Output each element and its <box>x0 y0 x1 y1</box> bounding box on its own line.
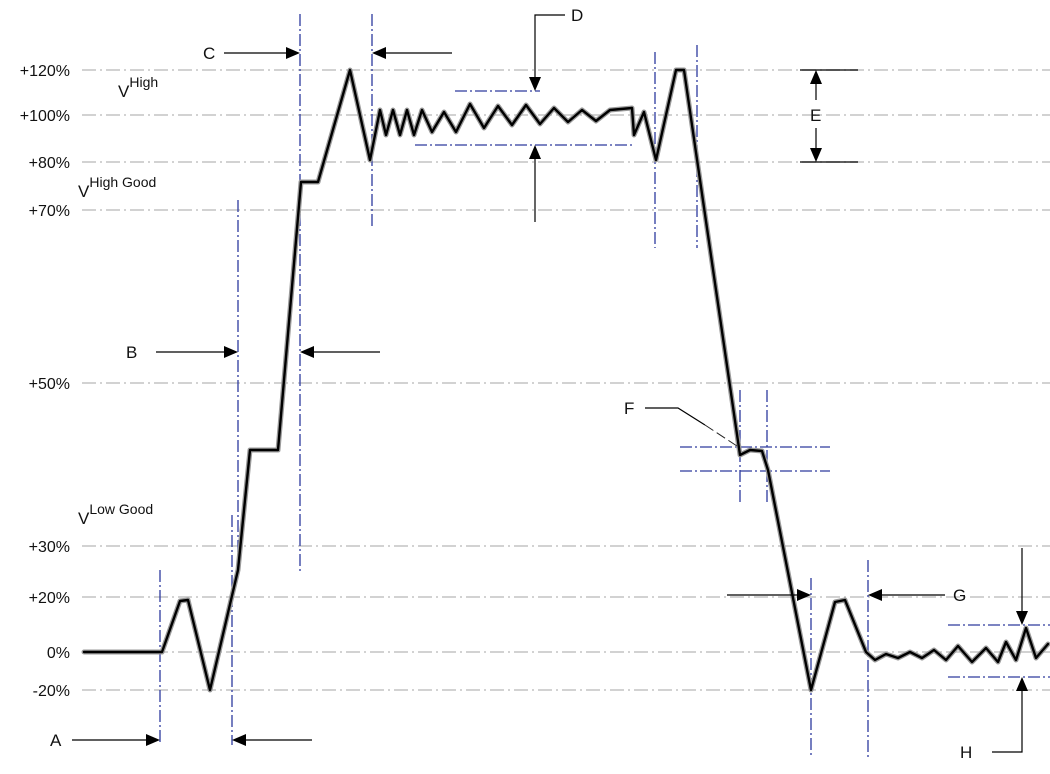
arrow-d-bottom-head <box>529 145 541 159</box>
arrow-c-left-head <box>286 47 300 59</box>
leader-f-dash <box>704 424 741 449</box>
arrow-d-top-head <box>529 77 541 91</box>
level-label-30: +30% <box>29 539 70 556</box>
level-label-minus20: -20% <box>33 683 70 700</box>
marker-label-h: H <box>960 743 972 762</box>
timing-markers <box>159 14 869 758</box>
level-label-100: +100% <box>20 108 70 125</box>
level-label-80: +80% <box>29 155 70 172</box>
voltage-labels: VHigh VHigh Good VLow Good <box>78 74 158 528</box>
marker-label-a: A <box>50 731 62 750</box>
marker-label-c: C <box>203 44 215 63</box>
v-low-good-label: VLow Good <box>78 501 153 528</box>
level-label-70: +70% <box>29 203 70 220</box>
arrow-a-right-head <box>232 734 246 746</box>
arrow-h-top-head <box>1016 611 1028 625</box>
envelope-bands <box>415 69 1050 678</box>
v-high-good-base: V <box>78 182 90 201</box>
v-low-good-sup: Low Good <box>89 501 153 517</box>
marker-label-f: F <box>624 399 634 418</box>
marker-label-g: G <box>953 586 966 605</box>
level-label-0: 0% <box>47 645 70 662</box>
arrow-d-top-leader <box>534 14 565 78</box>
arrow-h-bottom-leader <box>992 690 1023 753</box>
leader-f-line <box>645 407 706 426</box>
arrow-h-bottom-head <box>1016 677 1028 691</box>
marker-letters: A B C D E F G H <box>50 6 972 762</box>
v-high-sup: High <box>129 74 158 90</box>
v-high-label: VHigh <box>118 74 158 101</box>
marker-label-e: E <box>810 106 821 125</box>
v-high-good-sup: High Good <box>89 174 156 190</box>
arrow-e-bottom-head <box>810 148 822 162</box>
v-high-good-label: VHigh Good <box>78 174 156 201</box>
marker-label-d: D <box>571 6 583 25</box>
arrow-g-left-head <box>797 589 811 601</box>
arrow-b-right-head <box>300 346 314 358</box>
v-low-good-base: V <box>78 509 90 528</box>
arrow-a-left-head <box>146 734 160 746</box>
waveform-line <box>82 68 1050 692</box>
level-label-20: +20% <box>29 590 70 607</box>
level-labels: +120% +100% +80% +70% +50% +30% +20% 0% … <box>20 63 70 700</box>
grid-lines <box>82 69 1050 691</box>
arrow-e-top-head <box>810 70 822 84</box>
level-label-120: +120% <box>20 63 70 80</box>
level-label-50: +50% <box>29 376 70 393</box>
arrow-b-left-head <box>224 346 238 358</box>
signal-waveform <box>81 67 1050 693</box>
annotations <box>72 14 1028 753</box>
marker-label-b: B <box>126 343 137 362</box>
v-high-base: V <box>118 82 130 101</box>
arrow-c-right-head <box>372 47 386 59</box>
arrow-g-right-head <box>868 589 882 601</box>
